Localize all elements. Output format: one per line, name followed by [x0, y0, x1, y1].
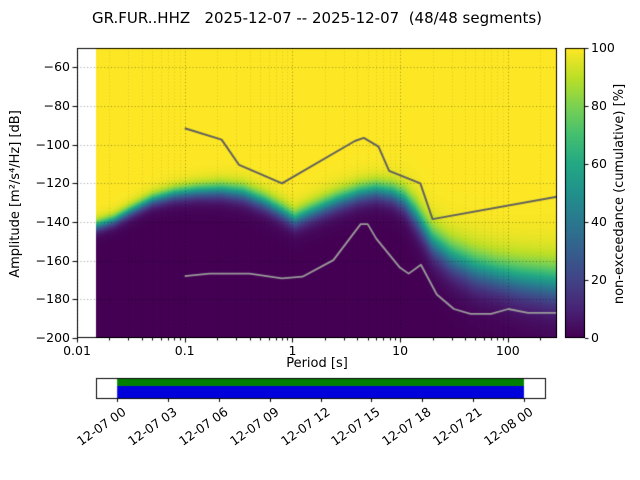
- x-axis-label: Period [s]: [286, 356, 348, 371]
- y-tick-label: −60: [43, 59, 70, 75]
- colorbar-tick-label: 0: [591, 330, 599, 345]
- y-tick-label: −120: [35, 175, 70, 191]
- colorbar-tick-label: 80: [591, 98, 607, 113]
- y-tick-label: −200: [35, 330, 70, 345]
- colorbar-tick-label: 40: [591, 214, 607, 229]
- y-tick-label: −100: [35, 136, 70, 152]
- colorbar-tick-label: 100: [591, 40, 615, 55]
- x-tick-label: 1: [288, 343, 297, 358]
- x-tick-label: 100: [495, 343, 520, 358]
- colorbar-tick-label: 60: [591, 156, 607, 171]
- x-tick-label: 10: [392, 343, 409, 358]
- y-tick-label: −160: [35, 252, 70, 268]
- x-tick-label: 0.01: [63, 343, 91, 358]
- y-tick-label: −80: [43, 98, 70, 113]
- y-axis-label: Amplitude [m²/s⁴/Hz] [dB]: [8, 110, 23, 278]
- colorbar-label: non-exceedance (cumulative) [%]: [612, 83, 627, 305]
- colorbar-tick-label: 20: [591, 272, 607, 287]
- x-tick-label: 0.1: [174, 343, 195, 358]
- y-tick-label: −140: [35, 214, 70, 229]
- y-tick-label: −180: [35, 291, 70, 307]
